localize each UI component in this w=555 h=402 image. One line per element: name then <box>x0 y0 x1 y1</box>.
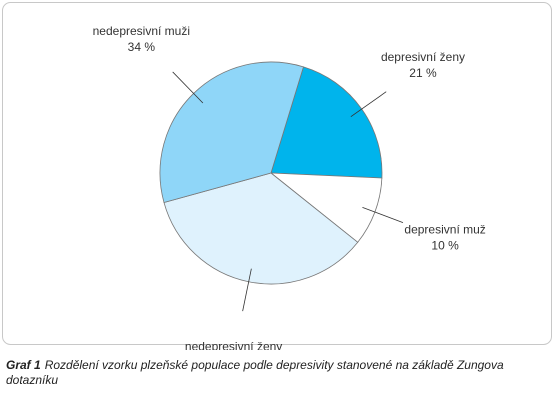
leader-line <box>362 206 404 223</box>
slice-label: nedepresivní ženy <box>185 339 282 350</box>
caption-label: Graf 1 <box>6 358 41 372</box>
slice-value: 10 % <box>431 239 459 253</box>
slice-value: 21 % <box>409 66 437 80</box>
chart: depresivní ženy 21 % depresivní muž 10 % ned… <box>2 2 552 350</box>
slice-label: depresivní ženy <box>381 50 465 64</box>
leader-line <box>172 71 204 104</box>
leader-line <box>242 268 252 312</box>
caption: Graf 1 Rozdělení vzorku plzeňské populace… <box>6 358 551 388</box>
slice-label: depresivní muž <box>404 223 485 237</box>
slice-value: 34 % <box>128 40 156 54</box>
leader-line <box>350 91 387 118</box>
caption-text: Rozdělení vzorku plzeňské populace podle… <box>6 358 504 387</box>
slice-label: nedepresivní muži <box>93 24 190 38</box>
